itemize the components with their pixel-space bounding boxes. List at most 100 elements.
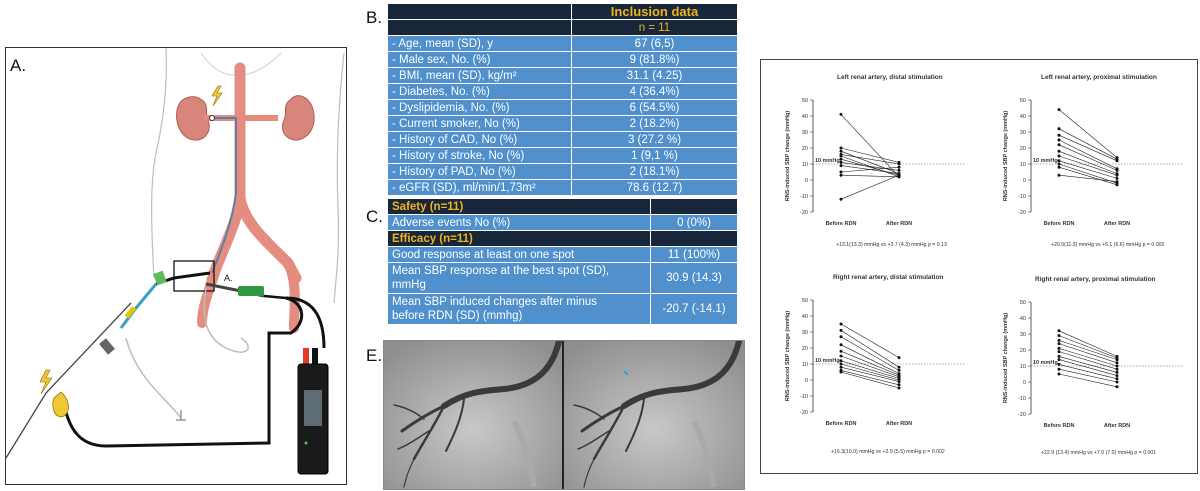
reference-label: 10 mmHg [815, 158, 840, 164]
table-row: Adverse events No (%) 0 (0%) [387, 214, 738, 231]
table-row: - BMI, mean (SD), kg/m² 31.1 (4.25) [387, 67, 738, 84]
pair-line [1058, 335, 1118, 359]
after-point [1115, 364, 1119, 368]
pair-line [1058, 128, 1118, 160]
pair-line [1058, 155, 1118, 176]
table-row: - eGFR (SD), ml/min/1,73m² 78.6 (12.7) [387, 179, 738, 196]
after-point [1115, 183, 1119, 187]
procedure-illustration-panel: A. A. [5, 47, 347, 485]
table-row: - Current smoker, No (%) 2 (18.2%) [387, 115, 738, 132]
y-tick-label: 20 [802, 146, 808, 152]
pair-line [1058, 109, 1118, 158]
category-label: Before RDN [1044, 221, 1075, 227]
y-tick-label: 50 [802, 98, 808, 104]
y-tick-label: -20 [800, 210, 808, 216]
before-point [1057, 362, 1061, 366]
before-point [839, 160, 843, 164]
efficacy-title: Efficacy (n=11) [387, 230, 651, 247]
before-point [1057, 358, 1061, 362]
y-tick-label: -10 [800, 394, 808, 400]
y-tick-label: 50 [1020, 98, 1026, 104]
panel-c-label: C. [366, 207, 383, 226]
category-label: Before RDN [826, 421, 857, 427]
before-point [1057, 342, 1061, 346]
pair-line [840, 114, 900, 178]
after-point [897, 368, 901, 372]
y-tick-label: 0 [1023, 178, 1026, 184]
y-axis-label: RNS-induced SBP change (mmHg) [785, 111, 791, 202]
table-row: - History of stroke, No (%) 1 (9,1 %) [387, 147, 738, 164]
table-row: Mean SBP induced changes after minus befo… [387, 293, 738, 325]
pair-line [1058, 330, 1118, 357]
table-row: - History of PAD, No (%) 2 (18.1%) [387, 163, 738, 180]
category-label: After RDN [886, 421, 912, 427]
y-tick-label: 0 [1023, 380, 1026, 386]
before-point [1057, 329, 1061, 333]
pair-line [840, 323, 900, 358]
table-row: - History of CAD, No (%) 3 (27.2 %) [387, 131, 738, 148]
safety-title: Safety (n=11) [387, 198, 651, 215]
y-tick-label: 10 [1020, 162, 1026, 168]
inclusion-data-table: Inclusion data n = 11 - Age, mean (SD), … [387, 3, 738, 196]
chart-1-caption: +13.1(13.3) mmHg vs +3.7 (4.3) mmHg p = … [836, 242, 947, 248]
y-tick-label: 30 [802, 330, 808, 336]
y-tick-label: 30 [1020, 130, 1026, 136]
pair-line [1058, 166, 1118, 186]
panel-e-label: E. [366, 346, 383, 365]
pair-line [840, 330, 900, 368]
y-tick-label: 0 [805, 178, 808, 184]
table-row: - Diabetes, No. (%) 4 (36.4%) [387, 83, 738, 100]
pair-line [1058, 144, 1118, 171]
chart-3-title: Right renal artery, distal stimulation [833, 274, 944, 281]
before-point [839, 362, 843, 366]
pair-line [1058, 134, 1118, 162]
before-point [839, 343, 843, 347]
pair-line [1058, 356, 1118, 373]
before-point [839, 173, 843, 177]
after-point [897, 356, 901, 360]
pair-line [1058, 163, 1118, 184]
y-tick-label: 50 [802, 298, 808, 304]
y-tick-label: 40 [802, 114, 808, 120]
before-point [839, 149, 843, 153]
after-point [897, 380, 901, 384]
before-point [839, 197, 843, 201]
after-point [1115, 380, 1119, 384]
pair-line [840, 360, 900, 379]
y-tick-label: 20 [1020, 348, 1026, 354]
y-axis-label: RNS-induced SBP change (mmHg) [1003, 111, 1009, 202]
table-row: Good response at least on one spot 11 (1… [387, 246, 738, 263]
panel-a-label: A. [10, 56, 27, 75]
pair-line [840, 336, 900, 371]
after-point [897, 162, 901, 166]
after-point [1115, 159, 1119, 163]
pair-line [840, 344, 900, 374]
y-axis-label: RNS-induced SBP change (mmHg) [1003, 313, 1009, 404]
table-row: - Dyslipidemia, No. (%) 6 (54.5%) [387, 99, 738, 116]
before-point [839, 112, 843, 116]
after-point [1115, 385, 1119, 389]
category-label: Before RDN [1044, 423, 1075, 429]
inclusion-n: n = 11 [571, 19, 738, 36]
category-label: After RDN [1104, 221, 1130, 227]
after-point [1115, 370, 1119, 374]
after-point [1115, 377, 1119, 381]
pair-line [840, 366, 900, 382]
before-point [1057, 173, 1061, 177]
category-label: Before RDN [826, 221, 857, 227]
before-point [839, 359, 843, 363]
table-row: - Male sex, No. (%) 9 (81.8%) [387, 51, 738, 68]
pair-line [840, 371, 900, 389]
chart-left-distal: -20 -10 0 10 20 30 40 50 RNS-induced SBP change … [785, 98, 965, 227]
procedure-illustration: A. [6, 48, 345, 475]
after-point [1115, 361, 1119, 365]
y-tick-label: 0 [805, 378, 808, 384]
before-point [1057, 127, 1061, 131]
before-point [1057, 367, 1061, 371]
before-point [839, 154, 843, 158]
before-point [1057, 334, 1061, 338]
before-point [1057, 138, 1061, 142]
before-point [839, 354, 843, 358]
before-point [1057, 346, 1061, 350]
before-point [1057, 108, 1061, 112]
